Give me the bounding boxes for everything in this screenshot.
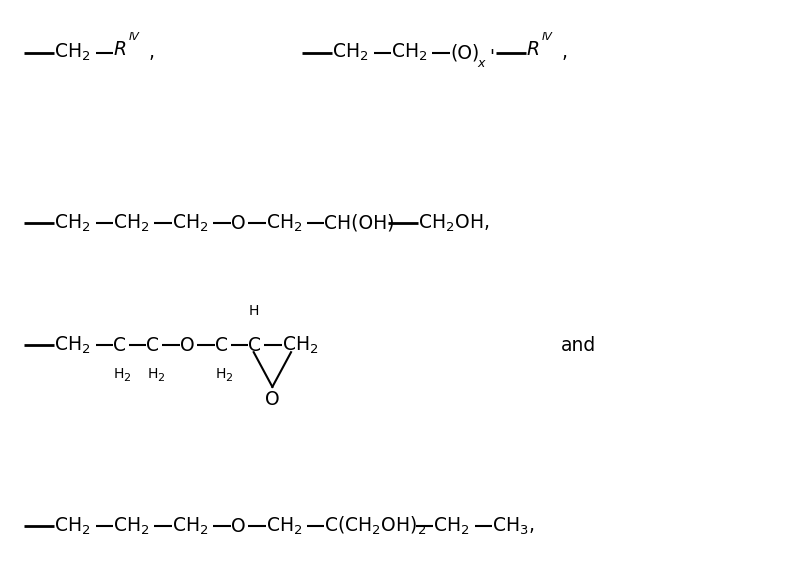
Text: R: R xyxy=(113,40,126,59)
Text: CH$_2$: CH$_2$ xyxy=(55,42,91,63)
Text: 2: 2 xyxy=(156,373,164,383)
Text: IV: IV xyxy=(541,32,553,42)
Text: O: O xyxy=(230,213,245,233)
Text: C(CH$_2$OH)$_2$: C(CH$_2$OH)$_2$ xyxy=(324,515,426,537)
Text: 2: 2 xyxy=(124,373,131,383)
Text: CH$_2$: CH$_2$ xyxy=(265,516,302,537)
Text: C: C xyxy=(214,336,228,355)
Text: CH$_2$: CH$_2$ xyxy=(265,212,302,234)
Text: O: O xyxy=(265,390,279,409)
Text: CH$_2$: CH$_2$ xyxy=(433,516,469,537)
Text: ,: , xyxy=(561,43,566,62)
Text: C: C xyxy=(146,336,160,355)
Text: CH$_2$: CH$_2$ xyxy=(55,335,91,356)
Text: CH$_2$: CH$_2$ xyxy=(55,516,91,537)
Text: O: O xyxy=(230,516,245,535)
Text: H: H xyxy=(215,367,225,381)
Text: CH$_2$: CH$_2$ xyxy=(172,212,208,234)
Text: CH$_2$: CH$_2$ xyxy=(391,42,427,63)
Text: x: x xyxy=(476,57,484,70)
Text: IV: IV xyxy=(129,32,140,42)
Text: CH$_2$: CH$_2$ xyxy=(332,42,368,63)
Text: ': ' xyxy=(488,47,493,66)
Text: C: C xyxy=(113,336,126,355)
Text: CH$_2$OH,: CH$_2$OH, xyxy=(418,212,489,234)
Text: H: H xyxy=(147,367,157,381)
Text: H: H xyxy=(114,367,124,381)
Text: and: and xyxy=(560,336,595,355)
Text: CH$_2$: CH$_2$ xyxy=(113,516,149,537)
Text: H: H xyxy=(249,304,259,319)
Text: CH$_2$: CH$_2$ xyxy=(55,212,91,234)
Text: CH(OH): CH(OH) xyxy=(324,213,395,233)
Text: R: R xyxy=(525,40,539,59)
Text: C: C xyxy=(248,336,261,355)
Text: (O): (O) xyxy=(449,43,479,62)
Text: 2: 2 xyxy=(225,373,232,383)
Text: ,: , xyxy=(148,43,154,62)
Text: CH$_2$: CH$_2$ xyxy=(172,516,208,537)
Text: CH$_3$,: CH$_3$, xyxy=(492,516,534,537)
Text: CH$_2$: CH$_2$ xyxy=(113,212,149,234)
Text: CH$_2$: CH$_2$ xyxy=(282,335,318,356)
Text: O: O xyxy=(180,336,194,355)
